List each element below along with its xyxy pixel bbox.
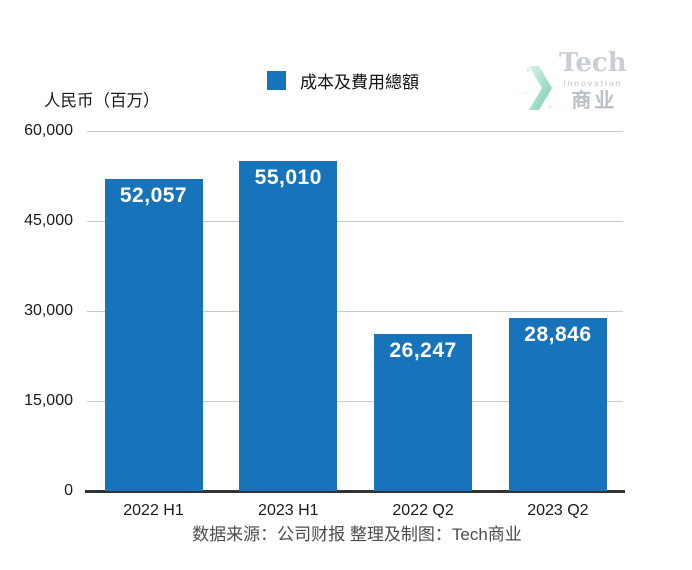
y-tick-label: 60,000 xyxy=(24,122,73,139)
bar-value-label: 55,010 xyxy=(254,165,322,189)
brand-subtitle: innovation xyxy=(563,78,623,88)
y-tick-label: 45,000 xyxy=(24,212,73,229)
legend: 成本及費用總額 xyxy=(267,68,419,93)
x-tick-label: 2022 H1 xyxy=(123,502,184,519)
x-tick-label: 2023 Q2 xyxy=(527,502,589,519)
brand-cn-name: 商业 xyxy=(571,89,618,112)
brand-watermark: Tech innovation 商业 xyxy=(524,50,627,118)
x-tick-label: 2022 Q2 xyxy=(392,502,454,519)
legend-label: 成本及費用總額 xyxy=(300,73,419,92)
y-tick-label: 0 xyxy=(64,482,73,499)
x-tick-label: 2023 H1 xyxy=(258,502,319,519)
y-tick-label: 30,000 xyxy=(24,302,73,319)
source-caption: 数据来源：公司财报 整理及制图：Tech商业 xyxy=(192,525,522,544)
bar-value-label: 28,846 xyxy=(524,322,592,346)
bar: 28,846 xyxy=(508,317,607,491)
gridline xyxy=(87,400,623,402)
gridline xyxy=(87,310,623,312)
gridline xyxy=(87,130,623,132)
brand-name: Tech xyxy=(559,48,627,78)
bar: 55,010 xyxy=(239,160,338,491)
brand-text: Tech innovation 商业 xyxy=(559,50,627,111)
x-axis-line xyxy=(85,490,625,493)
bar-value-label: 52,057 xyxy=(119,183,188,207)
legend-swatch-icon xyxy=(267,71,286,90)
chevron-right-icon xyxy=(524,63,554,118)
bar: 26,247 xyxy=(374,333,473,491)
y-axis-title: 人民币（百万） xyxy=(44,92,160,110)
bar: 52,057 xyxy=(104,178,203,491)
y-tick-label: 15,000 xyxy=(24,392,73,409)
bar-value-label: 26,247 xyxy=(389,338,457,362)
gridline xyxy=(87,220,623,222)
